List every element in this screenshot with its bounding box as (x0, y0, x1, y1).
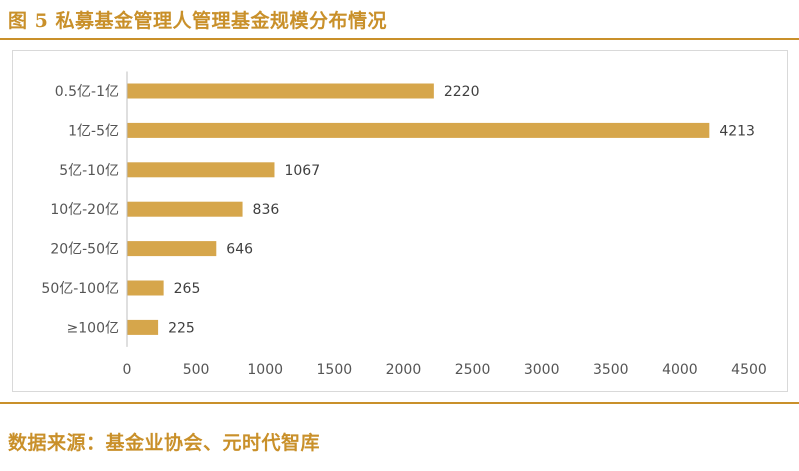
bar (127, 83, 434, 99)
x-tick-label: 3500 (593, 362, 629, 378)
bar (127, 162, 275, 178)
chart-area (12, 50, 788, 392)
x-tick-label: 3000 (524, 362, 560, 378)
figure-title: 图 5 私募基金管理人管理基金规模分布情况 (8, 10, 387, 32)
x-tick-label: 2500 (455, 362, 491, 378)
category-label: 0.5亿-1亿 (55, 84, 119, 100)
x-tick-label: 1500 (317, 362, 353, 378)
bar (127, 241, 217, 257)
x-tick-label: 1000 (247, 362, 283, 378)
x-tick-label: 4500 (731, 362, 767, 378)
category-label: 5亿-10亿 (59, 163, 119, 179)
bar-value-label: 2220 (444, 84, 480, 100)
x-tick-label: 0 (123, 362, 132, 378)
category-label: 10亿-20亿 (50, 202, 119, 218)
category-label: ≥100亿 (67, 320, 119, 336)
category-label: 20亿-50亿 (50, 242, 119, 258)
value-labels: 2220 4213 1067 836 646 265 225 (168, 84, 755, 336)
category-labels: 0.5亿-1亿 1亿-5亿 5亿-10亿 10亿-20亿 20亿-50亿 50亿-100亿… (41, 84, 119, 336)
x-axis-tick-labels: 0 500 1000 1500 2000 2500 3000 3500 4000 4500 (123, 362, 767, 378)
bar (127, 201, 243, 217)
bar-value-label: 225 (168, 320, 195, 336)
bar-value-label: 1067 (284, 163, 320, 179)
bar-value-label: 646 (226, 242, 253, 258)
x-tick-label: 4000 (662, 362, 698, 378)
bars (127, 83, 710, 335)
bar (127, 319, 159, 335)
x-tick-label: 2000 (386, 362, 422, 378)
category-label: 1亿-5亿 (68, 123, 119, 139)
bar-value-label: 4213 (719, 123, 755, 139)
bar (127, 122, 710, 138)
title-divider (0, 38, 799, 40)
bar-value-label: 265 (174, 281, 201, 297)
source-note: 数据来源：基金业协会、元时代智库 (8, 432, 321, 454)
bar (127, 280, 164, 296)
bar-value-label: 836 (253, 202, 280, 218)
x-tick-label: 500 (183, 362, 210, 378)
category-label: 50亿-100亿 (41, 281, 119, 297)
source-divider (0, 402, 799, 404)
